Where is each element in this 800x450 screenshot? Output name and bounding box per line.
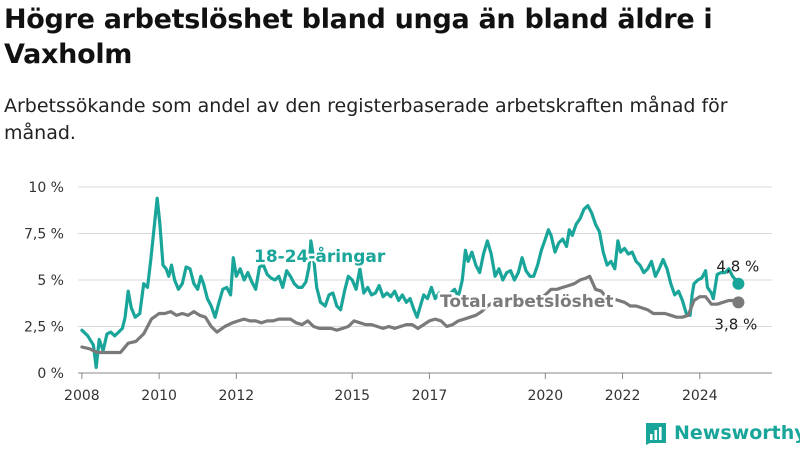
youth-series-line (80, 196, 740, 369)
y-tick-label: 2,5 % (24, 320, 64, 336)
y-tick-label: 5 % (37, 273, 64, 289)
youth-series-label: 18-24-åringar (254, 245, 386, 267)
x-tick-label: 2024 (682, 388, 718, 404)
youth-end-value-label: 4,8 % (716, 258, 759, 276)
youth-end-marker (732, 277, 745, 290)
x-tick-label: 2012 (219, 388, 255, 404)
series-lines (80, 196, 745, 369)
y-tick-label: 7,5 % (24, 227, 64, 243)
x-tick-label: 2017 (412, 388, 448, 404)
total-end-marker (732, 296, 745, 309)
chart-title: Högre arbetslöshet bland unga än bland ä… (4, 4, 713, 70)
total-series-line (80, 274, 740, 355)
series-labels: 4,8 % 3,8 % 18-24-åringar Total arbetslöshe… (252, 243, 760, 334)
newsworthy-logo: Newsworthy (644, 419, 800, 447)
y-tick-label: 0 % (37, 366, 64, 382)
bar-chart-logo-icon (646, 423, 666, 445)
y-tick-label: 10 % (28, 180, 64, 196)
x-tick-label: 2010 (141, 388, 177, 404)
x-tick-label: 2015 (334, 388, 370, 404)
grid-lines: 0 % 2,5 % 5 % 7,5 % 10 % (24, 180, 772, 382)
total-end-value-label: 3,8 % (714, 315, 757, 333)
x-tick-label: 2020 (527, 388, 563, 404)
logo-text: Newsworthy (674, 422, 800, 444)
x-tick-label: 2022 (605, 388, 641, 404)
x-axis: 2008 2010 2012 2015 2017 2020 2022 2024 (64, 373, 718, 404)
chart-subtitle: Arbetssökande som andel av den registerb… (4, 95, 728, 144)
total-series-label: Total arbetslöshet (440, 292, 614, 312)
x-tick-label: 2008 (64, 388, 100, 404)
